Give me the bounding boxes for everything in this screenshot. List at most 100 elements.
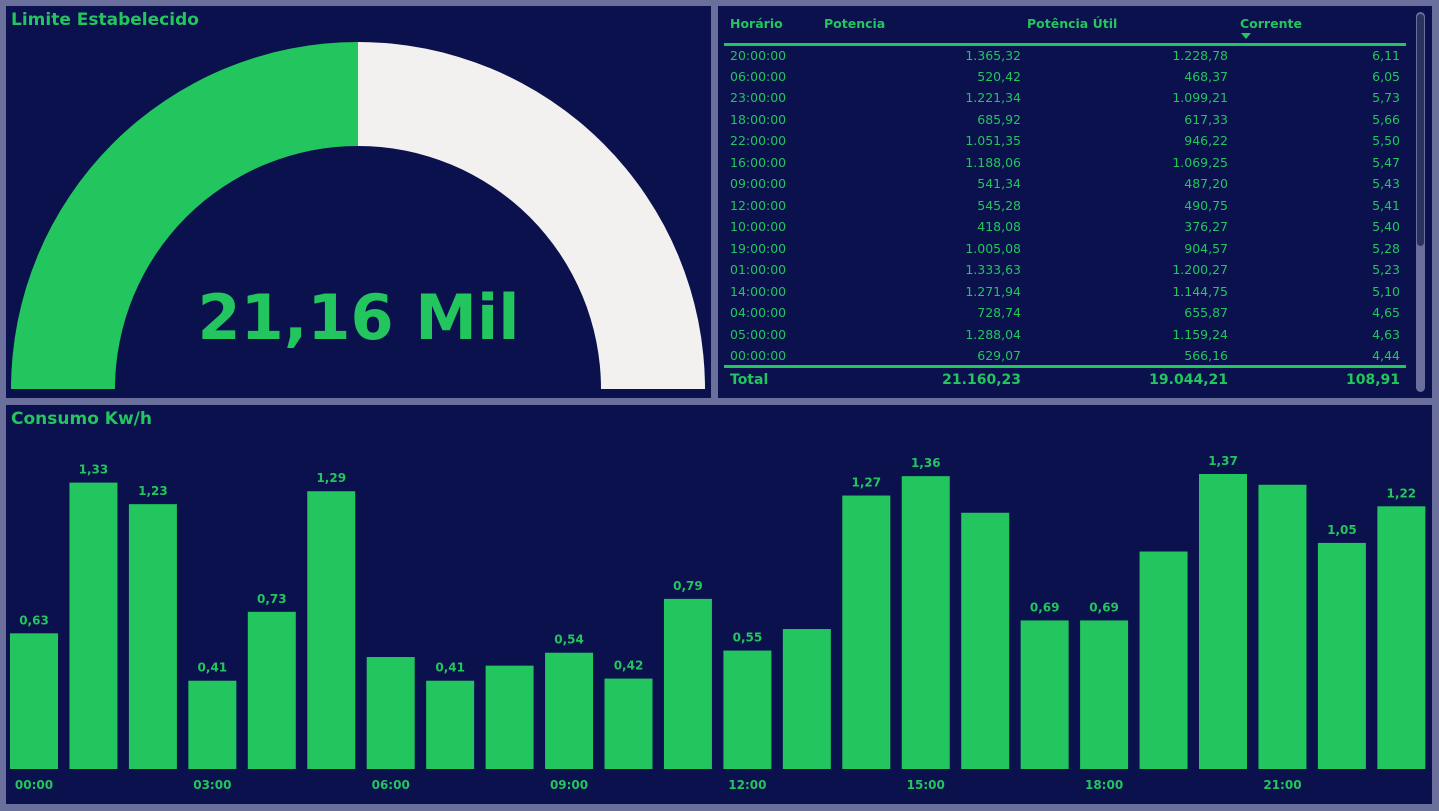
table-row[interactable]: 14:00:00 1.271,94 1.144,75 5,10 — [724, 281, 1406, 303]
data-label: 1,27 — [851, 476, 881, 490]
bar-0200[interactable] — [128, 504, 177, 769]
cell-power: 541,34 — [977, 176, 1021, 192]
table-row[interactable]: 10:00:00 418,08 376,27 5,40 — [724, 216, 1406, 238]
bar-1600[interactable] — [961, 512, 1010, 769]
data-label: 0,73 — [257, 592, 287, 606]
table-row[interactable]: 18:00:00 685,92 617,33 5,66 — [724, 109, 1406, 131]
gauge-chart — [11, 42, 705, 389]
bar-1700[interactable] — [1020, 620, 1069, 769]
table-row[interactable]: 23:00:00 1.221,34 1.099,21 5,73 — [724, 87, 1406, 109]
cell-useful-power: 490,75 — [1184, 197, 1228, 213]
cell-useful-power: 904,57 — [1184, 240, 1228, 256]
cell-power: 520,42 — [977, 68, 1021, 84]
gauge-remaining-arc — [358, 42, 705, 389]
bar-0300[interactable] — [188, 680, 237, 769]
table-row[interactable]: 19:00:00 1.005,08 904,57 5,28 — [724, 238, 1406, 260]
bar-0900[interactable] — [545, 652, 594, 769]
power-table-card: Horário Potencia Potência Útil Corrente … — [718, 6, 1432, 398]
table-row[interactable]: 09:00:00 541,34 487,20 5,43 — [724, 173, 1406, 195]
x-tick-label: 03:00 — [193, 778, 231, 792]
sort-down-icon[interactable] — [1241, 33, 1251, 39]
total-power: 21.160,23 — [824, 365, 1027, 393]
cell-current: 5,23 — [1372, 262, 1400, 278]
table-body: 20:00:00 1.365,32 1.228,78 6,11 06:00:00 520,… — [724, 44, 1406, 367]
table-row[interactable]: 06:00:00 520,42 468,37 6,05 — [724, 66, 1406, 88]
cell-current: 5,43 — [1372, 176, 1400, 192]
cell-useful-power: 566,16 — [1184, 347, 1228, 363]
cell-time: 05:00:00 — [730, 326, 787, 342]
table-total-row: Total 21.160,23 19.044,21 108,91 — [724, 365, 1406, 393]
cell-current: 5,28 — [1372, 240, 1400, 256]
consumption-chart-card: Consumo Kw/h 0,63 1,33 1,23 0,41 0,73 1,29 0,4… — [6, 405, 1432, 804]
bar-0100[interactable] — [69, 482, 118, 769]
x-tick-label: 06:00 — [372, 778, 410, 792]
bar-1800[interactable] — [1080, 620, 1129, 769]
cell-power: 1.005,08 — [965, 240, 1021, 256]
cell-time: 06:00:00 — [730, 68, 787, 84]
column-header-current-label: Corrente — [1240, 16, 1302, 31]
table-row[interactable]: 12:00:00 545,28 490,75 5,41 — [724, 195, 1406, 217]
cell-time: 01:00:00 — [730, 262, 787, 278]
table-row[interactable]: 16:00:00 1.188,06 1.069,25 5,47 — [724, 152, 1406, 174]
column-header-power[interactable]: Potencia — [824, 12, 1027, 46]
bar-0000[interactable] — [10, 633, 58, 769]
cell-time: 10:00:00 — [730, 219, 787, 235]
bar-1300[interactable] — [782, 629, 831, 769]
cell-power: 1.333,63 — [965, 262, 1021, 278]
column-header-current[interactable]: Corrente — [1234, 12, 1406, 46]
cell-current: 4,44 — [1372, 347, 1400, 363]
total-useful-power: 19.044,21 — [1027, 365, 1234, 393]
x-tick-label: 15:00 — [907, 778, 945, 792]
bar-0500[interactable] — [307, 491, 356, 769]
bar-0600[interactable] — [366, 657, 415, 769]
cell-time: 00:00:00 — [730, 347, 787, 363]
gauge-fill-arc — [11, 42, 358, 389]
bar-2300[interactable] — [1377, 506, 1426, 769]
cell-current: 5,50 — [1372, 133, 1400, 149]
data-label: 1,33 — [79, 463, 109, 477]
bar-2100[interactable] — [1258, 484, 1307, 769]
bar-0700[interactable] — [426, 680, 475, 769]
table-row[interactable]: 01:00:00 1.333,63 1.200,27 5,23 — [724, 259, 1406, 281]
cell-current: 6,11 — [1372, 48, 1400, 63]
bar-1400[interactable] — [842, 495, 891, 769]
bar-0400[interactable] — [247, 611, 296, 769]
data-label: 0,54 — [554, 633, 584, 647]
data-label: 0,41 — [198, 661, 228, 675]
cell-power: 685,92 — [977, 111, 1021, 127]
x-tick-label: 18:00 — [1085, 778, 1123, 792]
cell-power: 1.365,32 — [965, 48, 1021, 63]
bar-1100[interactable] — [663, 598, 712, 769]
column-header-useful-power[interactable]: Potência Útil — [1027, 12, 1234, 46]
table-scrollbar[interactable] — [1416, 12, 1425, 392]
table-row[interactable]: 04:00:00 728,74 655,87 4,65 — [724, 302, 1406, 324]
total-label: Total — [724, 365, 824, 393]
bar-1000[interactable] — [604, 678, 653, 769]
cell-power: 1.271,94 — [965, 283, 1021, 299]
bar-2000[interactable] — [1199, 474, 1247, 769]
bar-0800[interactable] — [485, 665, 534, 769]
gauge-title: Limite Estabelecido — [11, 10, 199, 30]
cell-time: 04:00:00 — [730, 305, 787, 321]
cell-current: 4,65 — [1372, 305, 1400, 321]
table-row[interactable]: 05:00:00 1.288,04 1.159,24 4,63 — [724, 324, 1406, 346]
cell-power: 1.288,04 — [965, 326, 1021, 342]
cell-current: 5,73 — [1372, 90, 1400, 106]
table-scrollbar-thumb[interactable] — [1417, 14, 1424, 246]
column-header-time-label: Horário — [730, 16, 783, 31]
x-tick-label: 09:00 — [550, 778, 588, 792]
cell-time: 18:00:00 — [730, 111, 787, 127]
bar-1500[interactable] — [901, 476, 950, 769]
column-header-time[interactable]: Horário — [724, 12, 824, 46]
table-row[interactable]: 20:00:00 1.365,32 1.228,78 6,11 — [724, 44, 1406, 66]
cell-power: 629,07 — [977, 347, 1021, 363]
data-label: 0,55 — [733, 631, 763, 645]
bar-2200[interactable] — [1317, 542, 1366, 769]
table-row[interactable]: 22:00:00 1.051,35 946,22 5,50 — [724, 130, 1406, 152]
cell-useful-power: 1.159,24 — [1172, 326, 1228, 342]
bar-1900[interactable] — [1139, 551, 1188, 769]
table-row[interactable]: 00:00:00 629,07 566,16 4,44 — [724, 345, 1406, 367]
cell-time: 09:00:00 — [730, 176, 787, 192]
bar-1200[interactable] — [723, 650, 772, 769]
data-label: 1,36 — [911, 456, 941, 470]
